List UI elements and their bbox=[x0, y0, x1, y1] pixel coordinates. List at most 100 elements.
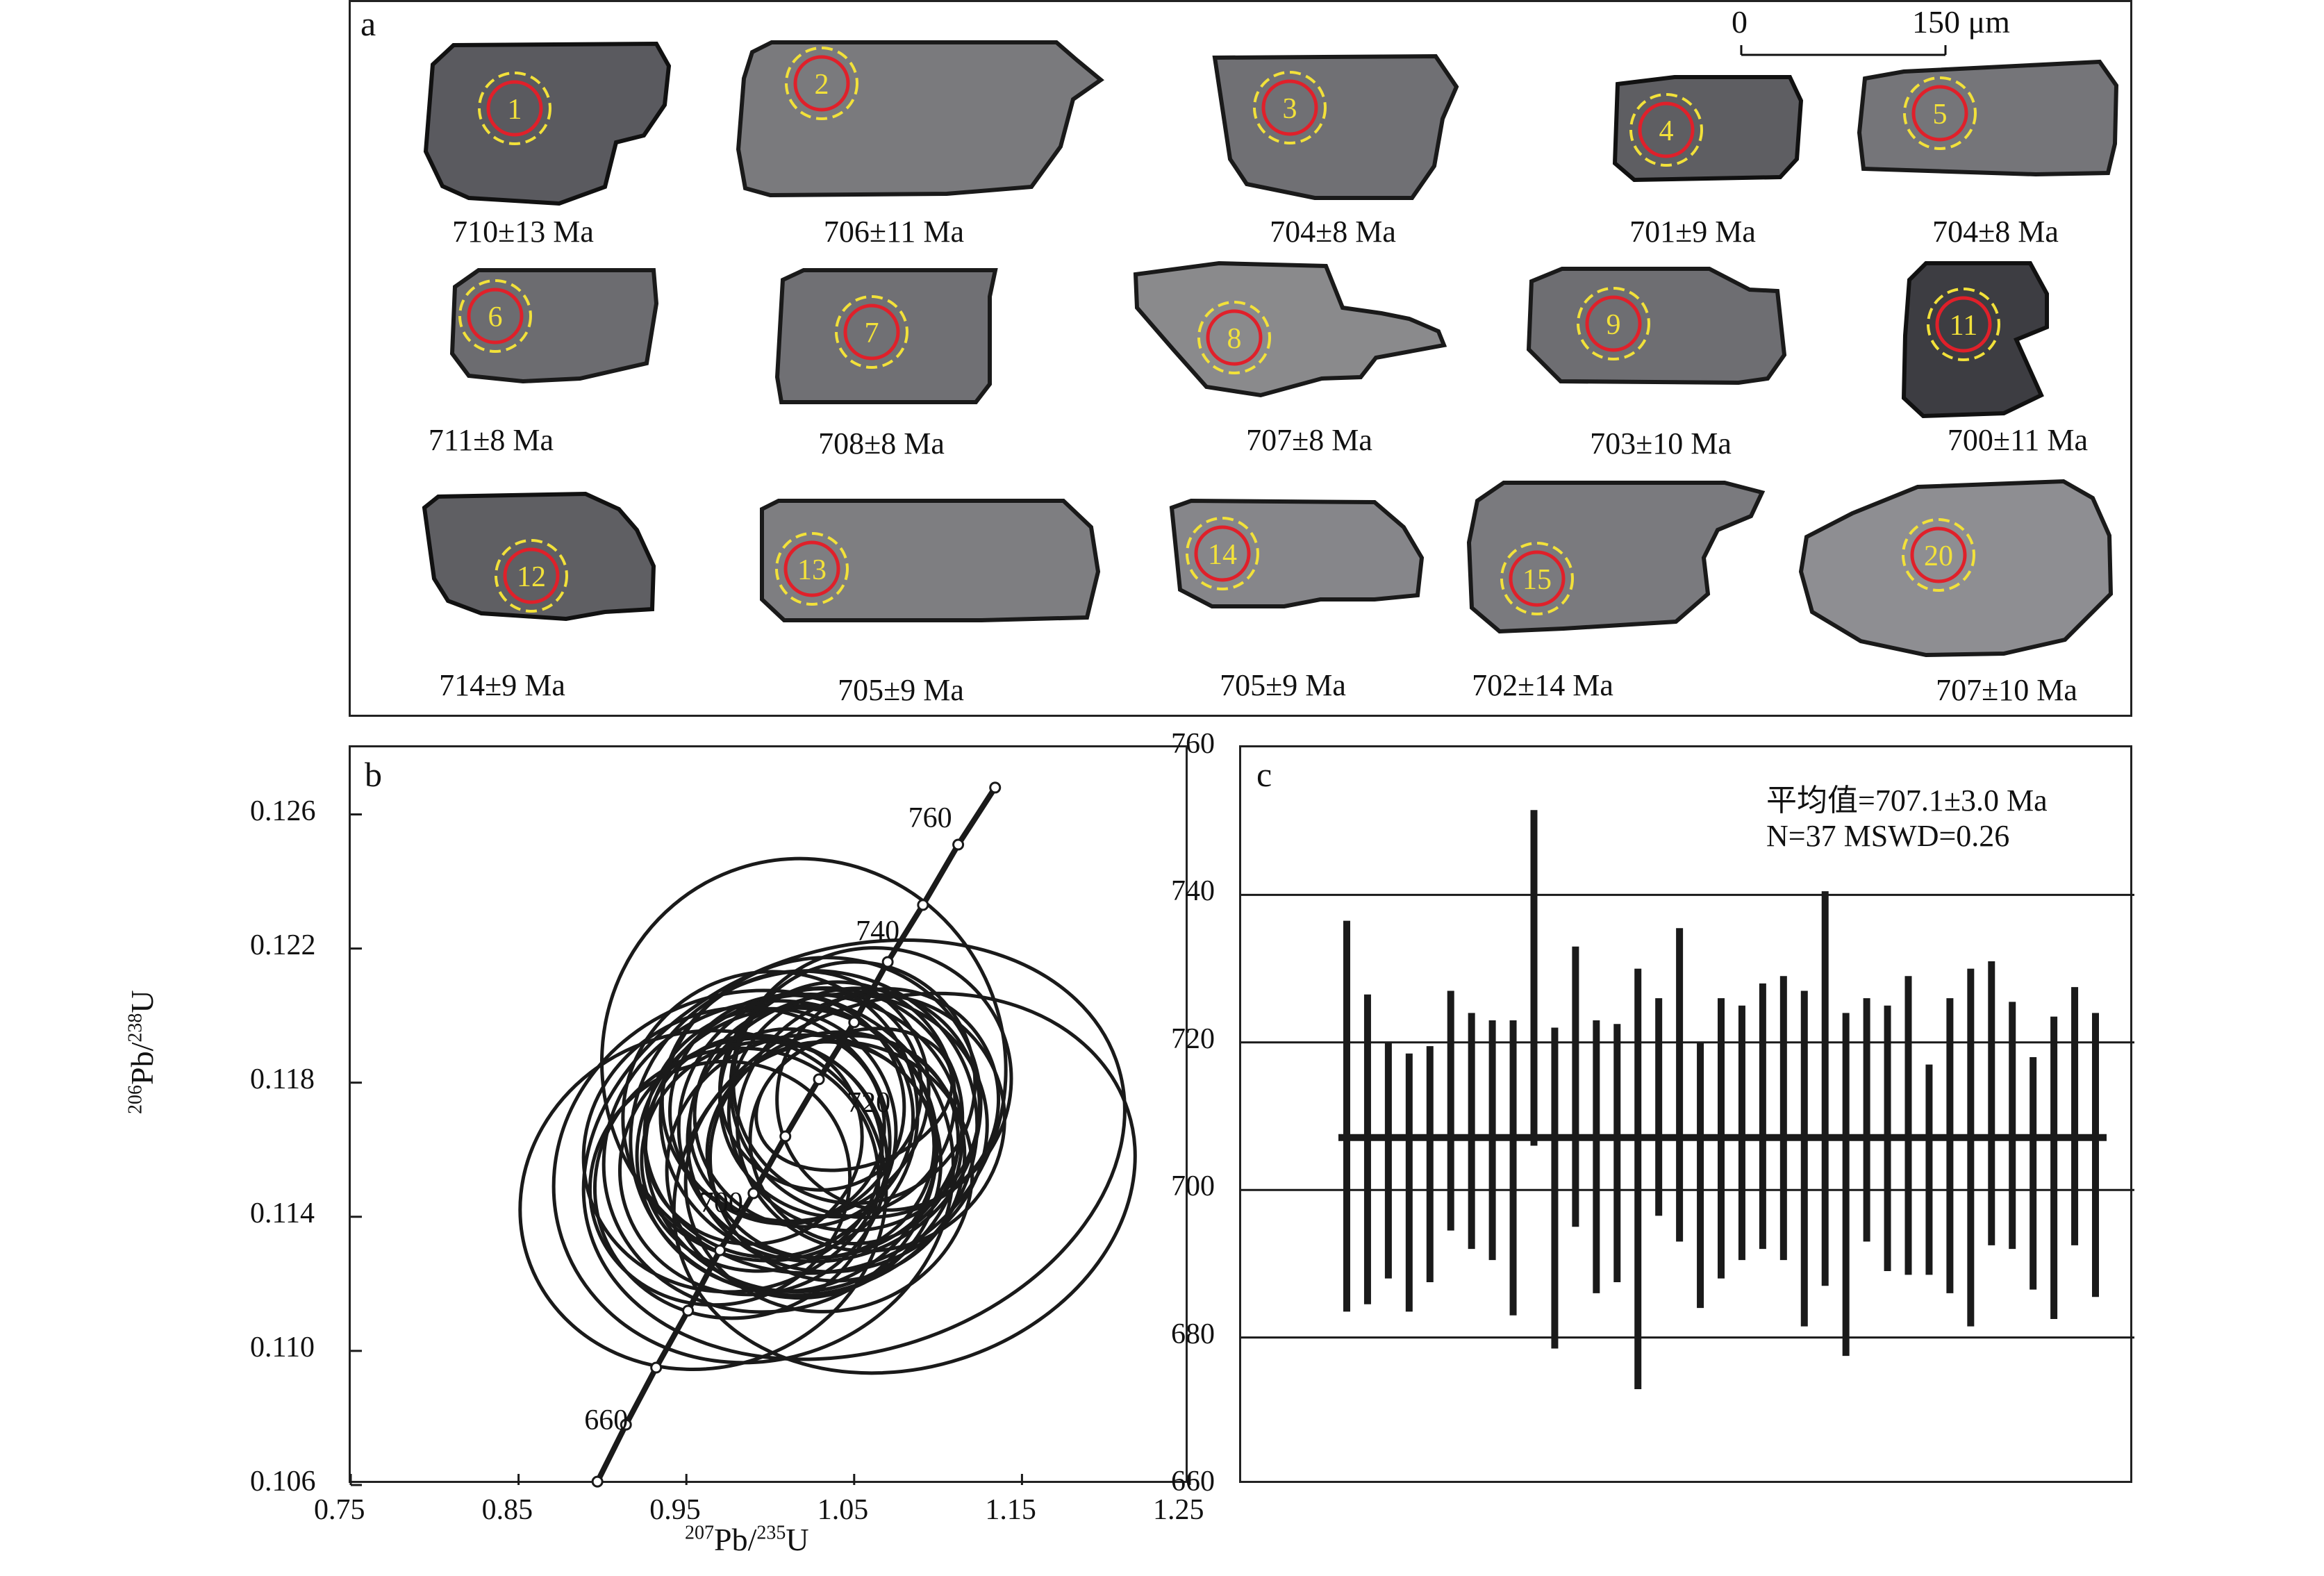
concordia-age-label: 660 bbox=[584, 1404, 629, 1437]
panel-b-y-tick-label: 0.106 bbox=[250, 1466, 316, 1498]
zircon-grain-3 bbox=[1212, 53, 1459, 200]
spot-number: 7 bbox=[865, 317, 879, 349]
analysis-spot-7: 7 bbox=[835, 295, 908, 369]
analysis-spot-3: 3 bbox=[1253, 71, 1327, 144]
spot-number: 20 bbox=[1924, 540, 1953, 572]
grain-age-label: 703±10 Ma bbox=[1590, 426, 1732, 461]
grain-age-label: 705±9 Ma bbox=[838, 673, 964, 707]
error-ellipse bbox=[683, 1039, 974, 1313]
spot-number: 4 bbox=[1659, 115, 1674, 147]
analysis-spot-1: 1 bbox=[478, 72, 551, 145]
zircon-grain-14 bbox=[1169, 498, 1425, 608]
panel-c-y-tick-label: 700 bbox=[1171, 1170, 1215, 1203]
grain-age-label: 700±11 Ma bbox=[1947, 423, 2089, 457]
grain-age-label: 714±9 Ma bbox=[439, 668, 565, 702]
error-ellipse bbox=[599, 856, 1008, 1275]
panel-c-y-tick-label: 680 bbox=[1171, 1318, 1215, 1350]
panel-b-y-tick-label: 0.114 bbox=[250, 1197, 315, 1229]
panel-b-concordia: b 660 700 720 740 760 bbox=[349, 745, 1191, 1488]
concordia-age-marker bbox=[989, 781, 1002, 794]
analysis-spot-13: 13 bbox=[775, 532, 849, 606]
panel-b-x-tick-label: 0.75 bbox=[314, 1494, 365, 1526]
error-ellipse bbox=[672, 991, 1137, 1375]
concordia-age-marker bbox=[779, 1130, 792, 1143]
concordia-age-marker bbox=[848, 1016, 861, 1029]
panel-a-letter: a bbox=[360, 4, 376, 43]
concordia-age-label: 740 bbox=[856, 915, 900, 947]
analysis-spot-4: 4 bbox=[1629, 93, 1703, 167]
panel-b-x-tick-label: 1.25 bbox=[1153, 1494, 1204, 1526]
zircon-grain-11 bbox=[1901, 261, 2049, 419]
panel-c-y-tick-label: 660 bbox=[1171, 1466, 1215, 1498]
concordia-age-marker bbox=[620, 1418, 632, 1431]
spot-number: 11 bbox=[1950, 310, 1977, 342]
grain-age-label: 707±8 Ma bbox=[1246, 423, 1372, 457]
zircon-grain-9 bbox=[1526, 267, 1787, 385]
zircon-grain-12 bbox=[422, 491, 656, 622]
scale-bar-length-label: 150 μm bbox=[1912, 4, 2010, 40]
panel-c-y-tick-label: 720 bbox=[1171, 1022, 1215, 1055]
zircon-grain-20 bbox=[1798, 479, 2114, 658]
concordia-age-marker bbox=[747, 1187, 760, 1200]
scale-bar bbox=[1740, 45, 1947, 56]
concordia-age-label: 760 bbox=[908, 802, 952, 834]
n-mswd-label: N=37 MSWD=0.26 bbox=[1766, 819, 2010, 853]
panel-b-y-tick-label: 0.122 bbox=[250, 929, 316, 961]
weighted-mean-label: 平均值=707.1±3.0 Ma bbox=[1766, 783, 2048, 818]
zircon-grain-5 bbox=[1857, 59, 2119, 177]
error-ellipse bbox=[518, 1029, 888, 1371]
panel-b-x-axis-title: 207Pb/235U bbox=[685, 1522, 809, 1557]
zircon-grain-4 bbox=[1612, 75, 1804, 183]
grain-age-label: 705±9 Ma bbox=[1220, 668, 1346, 702]
concordia-age-label: 720 bbox=[847, 1086, 891, 1119]
analysis-spot-11: 11 bbox=[1927, 288, 2000, 361]
analysis-spot-20: 20 bbox=[1902, 518, 1975, 592]
spot-number: 2 bbox=[815, 69, 829, 101]
concordia-age-marker bbox=[881, 956, 894, 968]
concordia-plot bbox=[349, 781, 1191, 1488]
zircon-grain-1 bbox=[423, 41, 672, 206]
concordia-age-label: 700 bbox=[699, 1187, 743, 1220]
panel-c-y-tick-label: 760 bbox=[1171, 728, 1215, 760]
error-ellipse bbox=[581, 938, 1127, 1361]
spot-number: 8 bbox=[1227, 323, 1242, 355]
panel-c-y-tick-label: 740 bbox=[1171, 875, 1215, 908]
concordia-age-marker bbox=[682, 1304, 695, 1317]
zircon-grain-7 bbox=[774, 268, 998, 404]
panel-b-x-tick-label: 0.85 bbox=[481, 1494, 533, 1526]
panel-b-letter: b bbox=[365, 755, 382, 794]
analysis-spot-12: 12 bbox=[495, 539, 568, 613]
panel-b-x-tick-label: 0.95 bbox=[649, 1494, 701, 1526]
spot-number: 5 bbox=[1933, 99, 1948, 131]
spot-number: 9 bbox=[1607, 309, 1621, 341]
zircon-grain-13 bbox=[760, 499, 1101, 622]
concordia-age-marker bbox=[650, 1361, 663, 1374]
error-ellipse bbox=[551, 988, 956, 1365]
grain-age-label: 710±13 Ma bbox=[452, 215, 594, 249]
grain-age-label: 708±8 Ma bbox=[818, 426, 945, 461]
spot-number: 14 bbox=[1208, 539, 1237, 571]
spot-number: 15 bbox=[1522, 564, 1552, 596]
analysis-spot-9: 9 bbox=[1577, 287, 1650, 360]
analysis-spot-5: 5 bbox=[1903, 76, 1977, 150]
panel-a-cl-images: a 0 150 μm 1 2 3 4 5 6 7 8 9 11 12 13 14 15 20 710±13 … bbox=[349, 0, 2132, 717]
panel-c-letter: c bbox=[1256, 755, 1272, 794]
grain-age-label: 701±9 Ma bbox=[1629, 215, 1756, 249]
spot-number: 12 bbox=[517, 561, 546, 593]
concordia-age-marker bbox=[952, 838, 965, 851]
error-ellipse bbox=[754, 1027, 954, 1172]
panel-b-y-tick-label: 0.118 bbox=[250, 1063, 315, 1095]
error-ellipse bbox=[642, 1033, 864, 1246]
concordia-age-marker bbox=[591, 1475, 604, 1488]
zircon-grain-8 bbox=[1133, 260, 1447, 398]
spot-number: 1 bbox=[508, 94, 522, 126]
spot-number: 13 bbox=[797, 554, 827, 586]
grain-age-label: 711±8 Ma bbox=[428, 423, 554, 457]
analysis-spot-15: 15 bbox=[1500, 542, 1574, 615]
error-ellipses bbox=[518, 856, 1137, 1375]
panel-c-weighted-mean: c 平均值=707.1±3.0 Ma N=37 MSWD=0.26 bbox=[1239, 745, 2134, 1483]
grain-age-label: 704±8 Ma bbox=[1270, 215, 1396, 249]
analysis-spot-14: 14 bbox=[1186, 517, 1259, 590]
concordia-age-marker bbox=[714, 1244, 727, 1256]
panel-b-x-tick-label: 1.05 bbox=[817, 1494, 869, 1526]
